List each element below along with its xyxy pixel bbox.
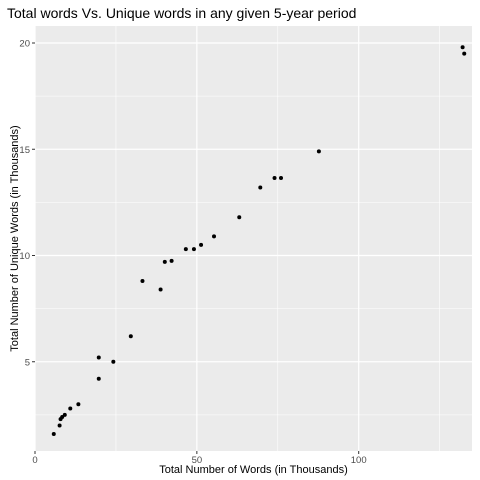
data-point (158, 287, 163, 292)
x-axis-title: Total Number of Words (in Thousands) (159, 464, 348, 476)
data-point (51, 432, 56, 436)
data-point (57, 423, 62, 428)
data-point (162, 259, 167, 264)
data-point (96, 376, 101, 381)
x-tick-label: 100 (351, 455, 367, 466)
data-point (62, 412, 67, 417)
y-tick-label: 10 (19, 251, 30, 262)
data-point (76, 402, 81, 407)
data-point (191, 247, 196, 252)
tick-labels: 0 50 100 5 10 15 20 (19, 39, 366, 467)
data-point (272, 175, 277, 180)
x-tick-label: 50 (192, 455, 203, 466)
minor-gridlines (35, 26, 472, 451)
y-tick-label: 5 (25, 357, 30, 368)
data-point (128, 334, 133, 339)
data-point (462, 51, 467, 56)
y-tick-label: 15 (19, 145, 30, 156)
y-axis-title: Total Number of Unique Words (in Thousan… (9, 125, 21, 351)
data-point (68, 406, 73, 411)
data-point (460, 45, 465, 50)
data-point (237, 215, 242, 220)
data-point (111, 359, 116, 364)
y-tick-label: 20 (19, 39, 30, 50)
plot-panel (35, 26, 472, 451)
data-point (279, 175, 284, 180)
data-points (51, 45, 467, 436)
data-point (96, 355, 101, 360)
x-tick-label: 0 (32, 455, 37, 466)
chart-title: Total words Vs. Unique words in any give… (7, 5, 356, 21)
data-point (212, 234, 217, 239)
axis-ticks (32, 42, 360, 454)
data-point (316, 149, 321, 154)
data-point (183, 247, 188, 252)
data-point (258, 185, 263, 190)
data-point (169, 258, 174, 263)
data-point (199, 242, 204, 247)
data-point (140, 279, 145, 283)
major-gridlines (34, 26, 472, 451)
